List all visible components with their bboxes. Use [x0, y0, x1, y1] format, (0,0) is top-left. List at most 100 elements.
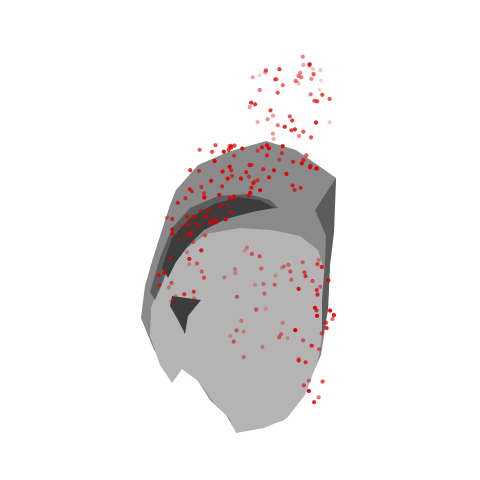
data-point	[197, 147, 202, 152]
data-point	[320, 379, 325, 384]
data-point	[199, 248, 204, 253]
data-point	[191, 289, 196, 294]
data-point	[247, 163, 252, 168]
data-point	[330, 316, 335, 322]
data-point	[296, 73, 301, 78]
data-point	[229, 168, 234, 173]
data-point	[233, 271, 238, 276]
data-point	[255, 148, 260, 153]
data-point	[227, 164, 232, 169]
data-point	[291, 159, 296, 164]
data-point	[312, 98, 317, 103]
data-point	[187, 262, 192, 267]
data-point	[327, 96, 332, 102]
data-point	[303, 274, 308, 279]
data-point	[255, 120, 260, 125]
data-point	[316, 347, 322, 352]
data-point	[185, 222, 191, 227]
data-point	[302, 270, 307, 275]
data-point	[301, 338, 306, 343]
data-point	[220, 184, 225, 189]
data-point	[232, 153, 237, 158]
data-point	[266, 146, 272, 151]
data-point	[221, 149, 226, 154]
data-point	[238, 176, 244, 181]
data-point	[223, 217, 228, 222]
data-point	[290, 183, 295, 188]
data-point	[310, 67, 315, 72]
data-point	[264, 143, 269, 148]
data-point	[308, 92, 313, 97]
data-point	[307, 62, 312, 67]
data-point	[286, 262, 291, 267]
data-point	[326, 278, 331, 283]
data-point	[242, 248, 247, 253]
data-point	[271, 168, 277, 173]
data-point	[185, 250, 190, 255]
data-point	[170, 231, 175, 236]
data-point	[196, 224, 201, 229]
data-point	[275, 123, 280, 128]
data-point	[292, 187, 297, 192]
data-point	[275, 90, 280, 95]
data-point	[316, 395, 321, 400]
data-point	[301, 158, 306, 163]
data-point	[198, 209, 203, 214]
data-point	[212, 158, 217, 164]
data-point	[279, 151, 284, 156]
data-point	[213, 218, 218, 223]
data-point	[187, 256, 192, 261]
data-point	[225, 176, 230, 181]
data-point	[206, 207, 211, 213]
data-point	[312, 400, 317, 405]
data-point	[316, 257, 321, 262]
data-point	[261, 167, 266, 172]
data-point	[246, 193, 251, 198]
data-point	[240, 146, 245, 151]
mesh-right-rim	[315, 178, 336, 338]
data-point	[290, 118, 295, 123]
data-point	[196, 168, 202, 173]
data-point	[169, 299, 174, 304]
data-point	[191, 214, 196, 219]
data-point	[263, 68, 269, 73]
data-point	[209, 178, 214, 183]
data-point	[244, 170, 249, 175]
data-point	[318, 284, 323, 289]
data-point	[300, 54, 305, 59]
data-point	[318, 68, 323, 73]
data-point	[192, 296, 197, 301]
data-point	[210, 213, 215, 218]
data-point	[262, 291, 267, 296]
data-point	[173, 294, 178, 299]
data-point	[184, 233, 189, 238]
data-point	[299, 161, 304, 166]
data-point	[313, 120, 319, 125]
data-point	[273, 273, 278, 278]
data-point	[293, 78, 298, 84]
data-point	[167, 256, 172, 261]
data-point	[184, 214, 189, 219]
point-cloud	[156, 54, 336, 405]
data-point	[226, 202, 232, 207]
data-point	[327, 120, 332, 125]
data-point	[157, 283, 162, 288]
data-point	[201, 275, 207, 280]
data-point	[328, 308, 333, 313]
data-point	[231, 194, 236, 199]
data-point	[218, 203, 223, 209]
data-point	[312, 305, 317, 310]
data-point	[244, 245, 249, 250]
data-point	[277, 335, 282, 340]
data-point	[246, 174, 251, 179]
data-point	[277, 67, 282, 72]
data-point	[254, 307, 259, 312]
data-point	[183, 196, 188, 201]
data-point	[217, 192, 222, 197]
data-point	[231, 339, 236, 344]
data-point	[257, 73, 262, 78]
data-point	[319, 78, 324, 83]
mesh-lower-tab	[170, 296, 201, 334]
